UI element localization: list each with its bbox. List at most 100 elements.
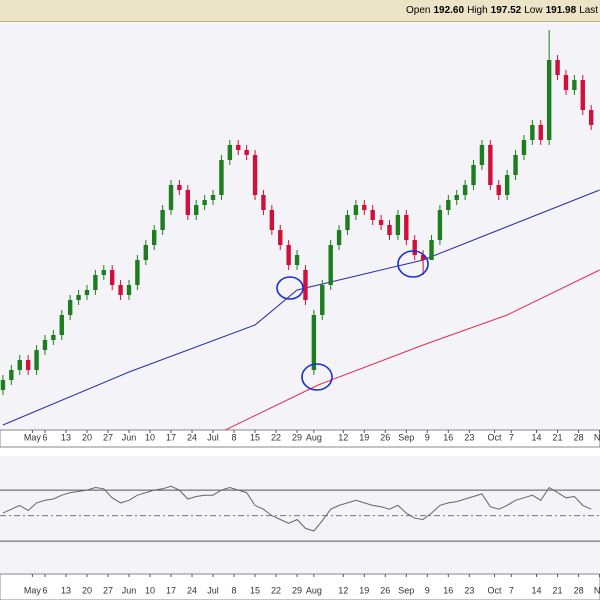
candle-body (126, 285, 132, 295)
x-tick-label: 15 (250, 585, 260, 595)
x-tick-label: Sep (398, 585, 414, 595)
candle-body (261, 195, 266, 210)
candle-body (488, 145, 493, 185)
candle-body (479, 145, 485, 165)
candle-body (202, 200, 207, 205)
x-tick-label: 27 (103, 432, 113, 442)
candle-body (462, 185, 468, 195)
x-tick-label: May (24, 432, 42, 442)
x-tick-label: Oct (488, 585, 503, 595)
candle-body (93, 275, 98, 290)
x-tick-label: 22 (271, 432, 281, 442)
x-tick-label: 10 (145, 585, 155, 595)
x-tick-label: Jun (122, 432, 137, 442)
x-tick-label: 20 (82, 432, 92, 442)
date-strip (0, 429, 600, 448)
rsi-plot (0, 485, 600, 542)
x-tick-label: 17 (166, 585, 176, 595)
x-tick-label: 26 (380, 585, 390, 595)
candle-body (521, 140, 527, 155)
candle-body (76, 295, 81, 300)
candle-body (269, 210, 275, 230)
x-tick-label: 22 (271, 585, 281, 595)
candle-body (513, 155, 518, 175)
x-tick-label: 8 (232, 432, 237, 442)
candle-body (84, 290, 90, 295)
candle-body (563, 75, 569, 90)
x-tick-label: 9 (425, 432, 430, 442)
candle-body (504, 175, 510, 195)
candle-body (152, 230, 157, 245)
x-tick-label: 9 (425, 585, 430, 595)
candle-body (572, 80, 577, 90)
x-tick-label: 29 (292, 432, 302, 442)
x-tick-label: Jul (207, 432, 219, 442)
x-tick-label: 21 (553, 432, 563, 442)
candle-body (168, 185, 174, 210)
candle-body (395, 215, 401, 235)
x-tick-label: 24 (187, 585, 197, 595)
x-tick-label: 19 (359, 432, 369, 442)
x-tick-label: Aug (306, 585, 322, 595)
candle-body (9, 370, 14, 380)
x-tick-label: 14 (532, 585, 542, 595)
candle-body (588, 110, 594, 125)
x-tick-label: 7 (509, 585, 514, 595)
candle-body (0, 380, 6, 390)
candle-body (580, 80, 585, 110)
x-tick-label: 26 (380, 432, 390, 442)
x-tick-label: 6 (42, 585, 47, 595)
candle-body (555, 60, 560, 75)
x-axis: MayMay66131320202727JunJun101017172424Ju… (24, 430, 600, 595)
moving-average-line (224, 269, 600, 430)
x-tick-label: Aug (306, 432, 322, 442)
candle-body (429, 240, 434, 260)
candle-body (378, 220, 384, 225)
x-tick-label: 8 (232, 585, 237, 595)
x-tick-label: No (594, 585, 600, 595)
x-tick-label: Jul (207, 585, 219, 595)
x-tick-label: Jun (122, 585, 137, 595)
header-label: Low (524, 5, 543, 16)
candle-body (219, 160, 224, 195)
candle-body (294, 255, 300, 265)
candle-body (118, 285, 123, 295)
rsi-line (2, 485, 592, 532)
header-label: Last (579, 5, 599, 16)
candle-body (34, 350, 39, 370)
x-tick-label: 7 (509, 432, 514, 442)
x-tick-label: 13 (61, 432, 71, 442)
x-tick-label: 16 (443, 585, 453, 595)
x-tick-label: Sep (398, 432, 414, 442)
candle-body (362, 205, 367, 210)
x-tick-label: 12 (338, 585, 348, 595)
candle-body (336, 230, 342, 245)
candle-body (387, 225, 392, 235)
candle-body (67, 300, 73, 315)
highlight-circle (301, 363, 333, 391)
header-value: 197.52 (490, 5, 522, 16)
moving-average-line (2, 189, 600, 426)
price-panel (0, 23, 600, 430)
candle-body (420, 255, 426, 260)
candle-body (17, 360, 22, 370)
candle-body (454, 195, 459, 200)
date-strip (0, 573, 600, 600)
x-tick-label: 23 (464, 585, 474, 595)
header-value: 192.60 (433, 5, 465, 16)
candle-body (471, 165, 476, 185)
candle-body (194, 205, 199, 215)
candle-body (177, 185, 182, 190)
x-tick-label: 14 (532, 432, 542, 442)
candle-body (303, 270, 308, 300)
x-tick-label: 28 (574, 432, 584, 442)
candle-body (252, 155, 258, 195)
candle-body (320, 285, 325, 315)
candle-body (227, 145, 233, 160)
price-plot (0, 30, 600, 430)
candle-body (437, 210, 443, 240)
x-tick-label: 15 (250, 432, 260, 442)
candle-body (530, 125, 535, 140)
